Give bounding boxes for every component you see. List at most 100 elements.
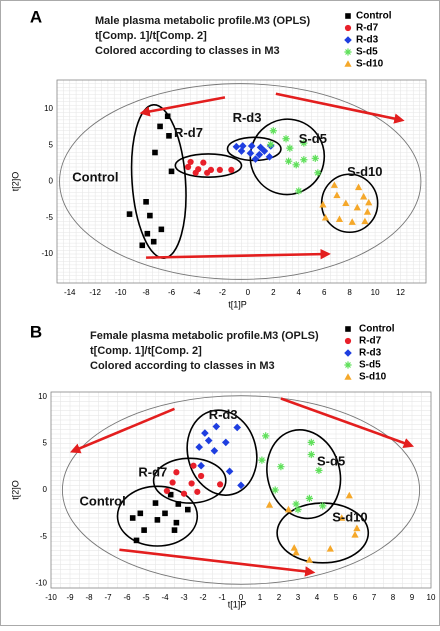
data-point: [129, 515, 136, 521]
data-point: [265, 501, 274, 508]
data-point: [295, 187, 303, 195]
data-point: [348, 218, 356, 225]
panel-b: B Female plasma metabolic profile.M3 (OPL…: [10, 322, 436, 609]
group-ellipse: [186, 409, 258, 496]
trend-arrow: [280, 397, 415, 448]
legend-marker: [344, 60, 352, 67]
x-tick-label: -3: [180, 593, 188, 602]
x-tick-label: 2: [271, 288, 276, 297]
data-point: [319, 200, 327, 208]
data-point: [143, 199, 149, 205]
legend-label: S-d10: [359, 372, 387, 383]
legend-marker: [344, 48, 352, 56]
group-label: R-d3: [209, 407, 238, 422]
data-point: [158, 226, 165, 233]
data-point: [333, 191, 341, 199]
data-point: [300, 156, 308, 164]
data-point: [185, 506, 191, 513]
x-tick-label: 10: [427, 593, 436, 602]
title-line: t[Comp. 1]/t[Comp. 2]: [95, 30, 207, 42]
data-point: [267, 140, 275, 149]
x-tick-label: -10: [45, 593, 57, 602]
legend-marker: [344, 361, 352, 369]
data-point: [282, 135, 290, 143]
data-point: [210, 447, 219, 455]
legend-label: R-d7: [356, 23, 379, 34]
data-point: [260, 147, 269, 155]
plot-frame: [56, 79, 427, 284]
data-point: [319, 502, 327, 510]
data-point: [197, 461, 205, 470]
x-tick-label: 1: [258, 593, 263, 602]
y-tick-label: 10: [44, 104, 53, 113]
data-point: [315, 466, 323, 474]
data-point: [292, 548, 300, 556]
title-line: Colored according to classes in M3: [90, 360, 275, 372]
data-point: [294, 506, 302, 514]
x-tick-label: 6: [353, 593, 358, 602]
data-point: [363, 208, 372, 215]
data-point: [168, 168, 175, 175]
group-label: S-d5: [299, 131, 327, 146]
x-tick-label: 0: [239, 593, 244, 602]
data-point: [166, 133, 172, 139]
data-point: [184, 163, 192, 171]
data-point: [335, 215, 344, 222]
x-tick-label: -14: [64, 288, 76, 297]
data-point: [137, 510, 144, 517]
hotelling-ellipse: [61, 395, 421, 585]
data-point: [311, 154, 319, 162]
data-point: [139, 242, 146, 249]
series-s-d10: [319, 181, 373, 225]
trend-arrow: [119, 548, 316, 577]
x-tick-label: 4: [297, 288, 302, 297]
data-point: [225, 467, 234, 476]
data-point: [353, 524, 361, 532]
data-point: [163, 487, 170, 495]
data-point: [204, 436, 213, 445]
data-point: [238, 142, 247, 150]
title-line: Male plasma metabolic profile.M3 (OPLS): [95, 15, 310, 27]
data-point: [307, 450, 315, 459]
data-point: [162, 510, 168, 517]
panel-letter: B: [30, 322, 42, 341]
legend-marker: [344, 349, 352, 357]
hotelling-ellipse: [59, 83, 422, 280]
series-control: [129, 491, 191, 544]
data-point: [173, 469, 180, 476]
panel-a: A Male plasma metabolic profile.M3 (OPLS)…: [10, 7, 427, 309]
y-axis-label: t[2]O: [10, 480, 20, 500]
data-point: [141, 527, 147, 533]
data-point: [277, 463, 285, 471]
x-axis-label: t[1]P: [228, 599, 247, 609]
y-axis-label: t[2]O: [10, 172, 20, 192]
x-tick-label: 0: [246, 288, 251, 297]
x-tick-label: 8: [347, 288, 352, 297]
data-point: [321, 213, 330, 221]
group-label: R-d7: [138, 465, 167, 480]
group-ellipse: [152, 457, 227, 504]
series-r-d3: [195, 422, 245, 490]
legend-label: R-d3: [359, 348, 382, 359]
x-tick-label: -6: [168, 288, 176, 297]
data-point: [232, 142, 241, 151]
y-tick-label: -5: [40, 532, 48, 541]
x-tick-label: 12: [396, 288, 405, 297]
x-tick-label: 10: [371, 288, 380, 297]
data-point: [187, 158, 194, 166]
trend-arrow: [69, 407, 176, 454]
plot-frame: [50, 391, 432, 589]
data-point: [247, 142, 256, 150]
x-tick-label: -5: [142, 593, 150, 602]
data-point: [200, 159, 207, 166]
trend-arrow: [146, 248, 331, 260]
data-point: [175, 501, 182, 507]
data-point: [192, 169, 199, 176]
y-tick-label: -5: [46, 213, 54, 222]
title-line: Colored according to classes in M3: [95, 45, 280, 57]
data-point: [157, 123, 163, 130]
x-tick-label: -2: [219, 288, 227, 297]
series-r-d7: [163, 462, 224, 497]
